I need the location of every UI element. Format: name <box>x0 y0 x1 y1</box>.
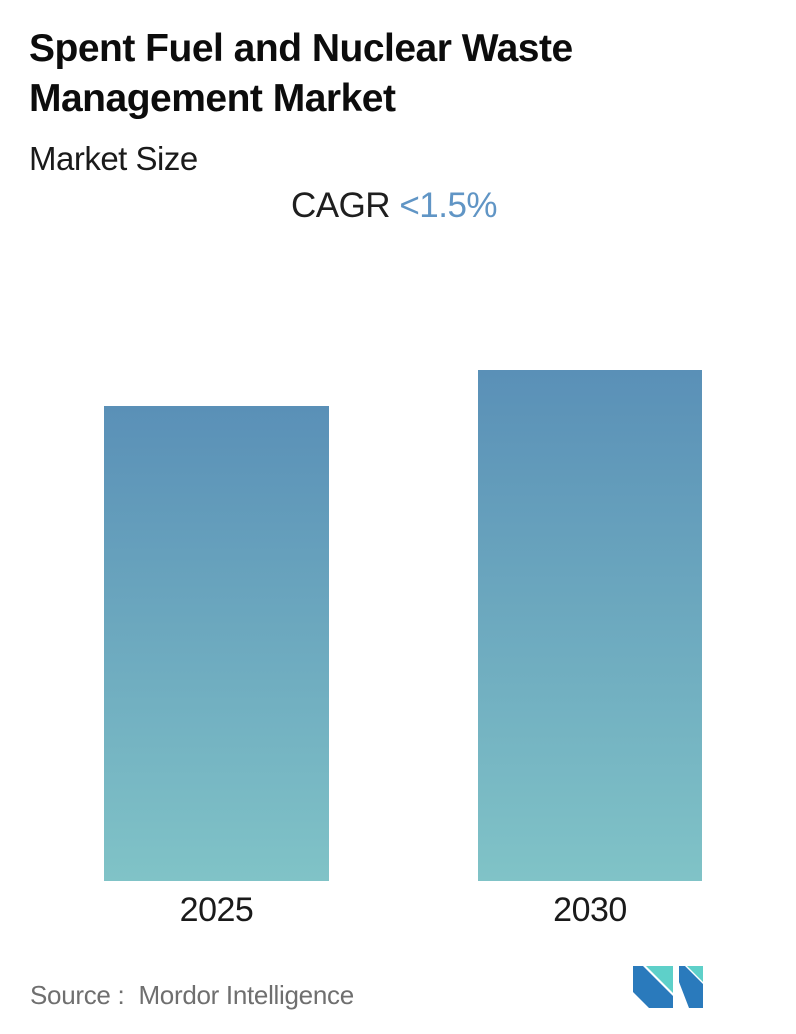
mordor-intelligence-logo <box>633 966 703 1008</box>
chart-subtitle: Market Size <box>29 140 198 177</box>
chart-title: Spent Fuel and Nuclear Waste Management … <box>29 27 573 120</box>
logo-blue-left <box>633 966 673 1008</box>
logo-blue-right <box>679 966 703 1008</box>
cagr-annotation: CAGR <1.5% <box>0 186 788 226</box>
source-label: Source : <box>30 980 125 1010</box>
source-attribution: Source : Mordor Intelligence <box>30 980 354 1011</box>
x-axis-label-2025: 2025 <box>179 891 254 929</box>
bar-2030 <box>478 370 702 881</box>
logo-teal-right <box>687 966 703 982</box>
source-value: Mordor Intelligence <box>138 980 354 1010</box>
x-axis-label-2030: 2030 <box>553 891 627 929</box>
cagr-value: <1.5% <box>399 186 498 225</box>
logo-teal-left <box>646 966 673 993</box>
bar-2025 <box>104 406 329 881</box>
cagr-label: CAGR <box>290 186 400 225</box>
